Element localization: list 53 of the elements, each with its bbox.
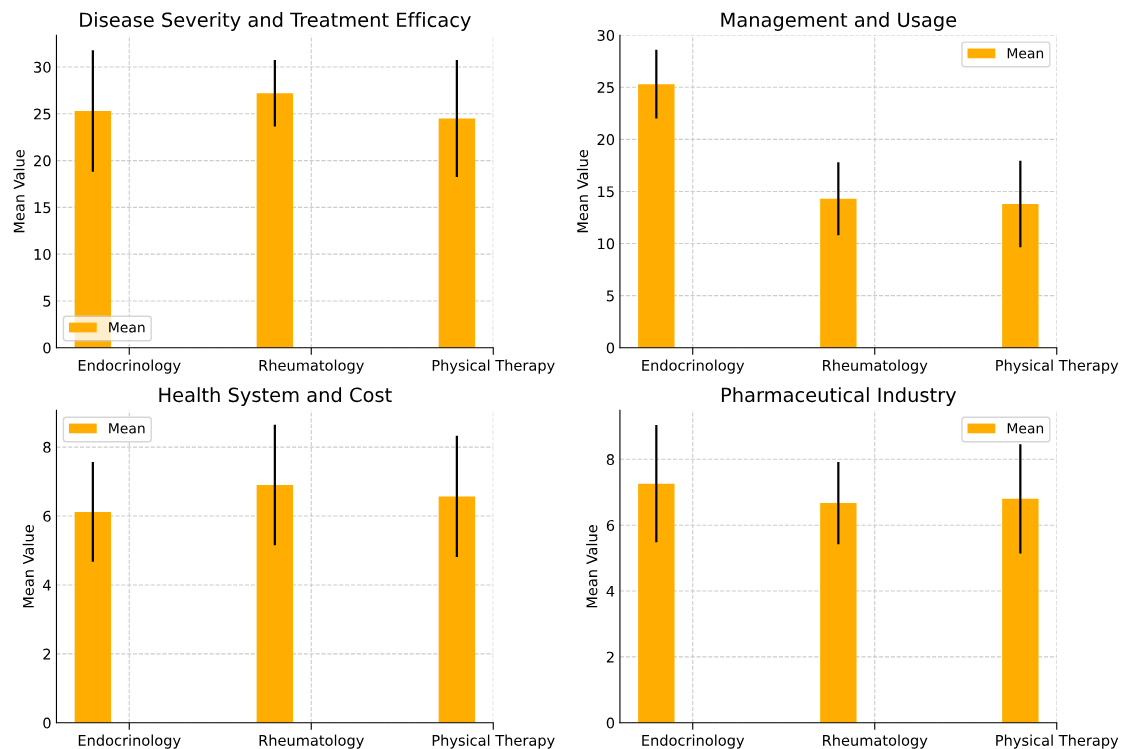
y-tick-label: 6 xyxy=(43,510,51,522)
y-tick-label: 25 xyxy=(597,82,614,94)
chart-title: Pharmaceutical Industry xyxy=(721,387,957,406)
y-tick-label: 8 xyxy=(43,441,51,453)
legend-label: Mean xyxy=(109,322,145,333)
y-tick-label: 15 xyxy=(598,186,614,198)
x-tick-label: Physical Therapy xyxy=(432,359,555,374)
chart-title: Management and Usage xyxy=(721,12,957,31)
bar xyxy=(638,84,675,348)
y-tick-label: 5 xyxy=(43,295,51,307)
y-tick-label: 2 xyxy=(606,651,614,663)
chart-title: Health System and Cost xyxy=(159,387,392,406)
y-tick-label: 6 xyxy=(606,519,615,531)
bar xyxy=(256,93,294,348)
y-tick-label: 30 xyxy=(597,29,615,41)
y-tick-label: 20 xyxy=(597,134,615,146)
y-tick-label: 20 xyxy=(34,155,51,167)
bar xyxy=(438,118,476,348)
x-tick-label: Physical Therapy xyxy=(432,734,555,749)
y-tick-label: 15 xyxy=(34,202,51,214)
y-tick-label: 4 xyxy=(43,579,51,591)
y-tick-label: 4 xyxy=(606,585,615,597)
x-tick-label: Rheumatology xyxy=(259,359,364,374)
legend-label: Mean xyxy=(1007,48,1044,59)
y-tick-label: 10 xyxy=(598,238,615,250)
y-tick-label: 0 xyxy=(606,342,615,354)
bar xyxy=(1002,203,1039,348)
y-tick-label: 10 xyxy=(34,248,51,260)
x-tick-label: Physical Therapy xyxy=(996,734,1119,749)
x-tick-label: Physical Therapy xyxy=(996,359,1119,374)
y-axis-title: Mean Value xyxy=(576,150,589,233)
x-tick-label: Endocrinology xyxy=(78,359,181,374)
x-tick-label: Endocrinology xyxy=(78,734,181,749)
y-axis-title: Mean Value xyxy=(22,525,34,608)
x-tick-label: Endocrinology xyxy=(642,359,745,374)
x-tick-label: Rheumatology xyxy=(823,359,928,374)
y-tick-label: 8 xyxy=(606,454,615,466)
legend-label: Mean xyxy=(1007,423,1044,434)
bar xyxy=(820,198,857,348)
y-axis-title: Mean Value xyxy=(13,150,25,233)
y-tick-label: 5 xyxy=(606,290,614,302)
x-tick-label: Rheumatology xyxy=(259,734,364,749)
y-tick-label: 25 xyxy=(34,108,51,120)
y-axis-title: Mean Value xyxy=(586,525,598,608)
y-tick-label: 0 xyxy=(43,717,51,729)
text: Mean xyxy=(109,423,145,434)
y-tick-label: 2 xyxy=(43,648,51,660)
chart-title: Disease Severity and Treatment Efficacy xyxy=(80,12,471,31)
y-tick-label: 30 xyxy=(34,61,51,73)
y-tick-label: 0 xyxy=(606,717,615,729)
y-tick-label: 0 xyxy=(43,342,51,354)
x-tick-label: Rheumatology xyxy=(823,734,928,749)
x-tick-label: Endocrinology xyxy=(642,734,745,749)
